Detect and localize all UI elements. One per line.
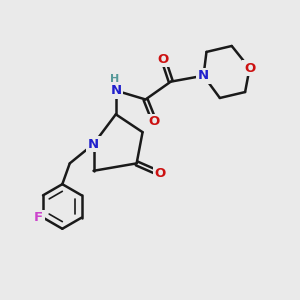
Text: O: O: [158, 53, 169, 66]
Text: O: O: [244, 62, 255, 75]
Text: O: O: [149, 115, 160, 128]
Text: N: N: [198, 69, 209, 82]
Text: O: O: [155, 167, 166, 180]
Text: H: H: [110, 74, 119, 84]
Text: F: F: [34, 211, 43, 224]
Text: N: N: [110, 84, 122, 97]
Text: N: N: [88, 138, 99, 151]
